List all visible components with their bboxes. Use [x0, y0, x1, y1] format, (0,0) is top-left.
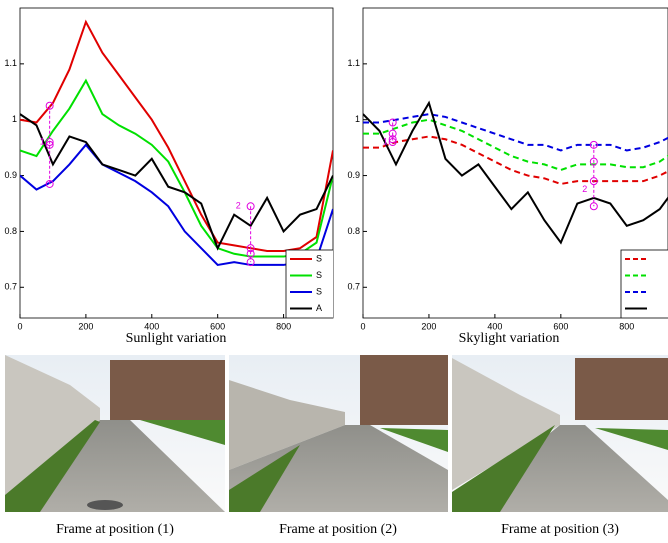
- x-tick-label: 400: [487, 321, 502, 331]
- y-tick-label: 1.1: [347, 58, 360, 68]
- x-tick-label: 400: [144, 321, 159, 331]
- position-marker: [45, 138, 54, 147]
- x-axis-label: Skylight variation: [459, 331, 560, 346]
- series-line: [20, 19, 333, 252]
- series-line: [20, 78, 333, 258]
- series-line: [20, 113, 333, 251]
- x-tick-label: 0: [17, 321, 22, 331]
- position-marker: [246, 249, 255, 258]
- x-tick-label: 200: [421, 321, 436, 331]
- frame-caption: Frame at position (2): [279, 522, 397, 537]
- y-tick-label: 0.9: [347, 170, 360, 180]
- position-marker: [589, 157, 598, 166]
- x-tick-label: 600: [210, 321, 225, 331]
- x-tick-label: 800: [619, 321, 634, 331]
- position-marker: [45, 179, 54, 188]
- x-tick-label: 800: [276, 321, 291, 331]
- position-marker: [246, 202, 255, 211]
- position-marker: [589, 177, 598, 186]
- y-tick-label: 1.1: [4, 58, 17, 68]
- plot-frame: [19, 7, 334, 319]
- x-axis-label: Sunlight variation: [126, 331, 227, 346]
- plot-area: 12: [363, 100, 668, 318]
- x-tick-label: 200: [78, 321, 93, 331]
- frame-caption: Frame at position (1): [56, 522, 174, 537]
- position-marker: [388, 118, 397, 127]
- y-tick-label: 0.8: [4, 226, 17, 236]
- photo: [5, 355, 225, 512]
- position-marker: [45, 101, 54, 110]
- position-marker: [246, 258, 255, 267]
- annotation: 2: [582, 184, 587, 194]
- annotation: 2: [236, 201, 241, 211]
- position-marker: [589, 140, 598, 149]
- series-line: [363, 113, 668, 152]
- plot-frame: [362, 7, 668, 319]
- y-tick-label: 0.8: [347, 226, 360, 236]
- annotation: 1: [383, 136, 388, 146]
- series-line: [363, 135, 668, 185]
- x-tick-label: 0: [360, 321, 365, 331]
- position-marker: [388, 135, 397, 144]
- position-marker: [388, 138, 397, 147]
- y-tick-label: 1: [12, 114, 17, 124]
- series-line: [363, 118, 668, 172]
- series-line: [363, 100, 668, 245]
- photo: [452, 355, 668, 512]
- y-tick-label: 1: [355, 114, 360, 124]
- x-tick-label: 600: [553, 321, 568, 331]
- legend-label: A: [316, 303, 322, 313]
- legend-label: S: [316, 253, 322, 263]
- legend-label: S: [316, 286, 322, 296]
- position-marker: [388, 129, 397, 138]
- legend: [285, 249, 333, 318]
- position-marker: [45, 140, 54, 149]
- y-tick-label: 0.7: [347, 282, 360, 292]
- series-line: [20, 143, 333, 267]
- photo: [229, 355, 448, 512]
- legend-label: S: [316, 270, 322, 280]
- position-marker: [589, 202, 598, 211]
- y-tick-label: 0.9: [4, 170, 17, 180]
- legend: [620, 249, 668, 318]
- position-marker: [246, 244, 255, 253]
- frame-caption: Frame at position (3): [501, 522, 619, 537]
- y-tick-label: 0.7: [4, 282, 17, 292]
- annotation: 1: [40, 136, 45, 146]
